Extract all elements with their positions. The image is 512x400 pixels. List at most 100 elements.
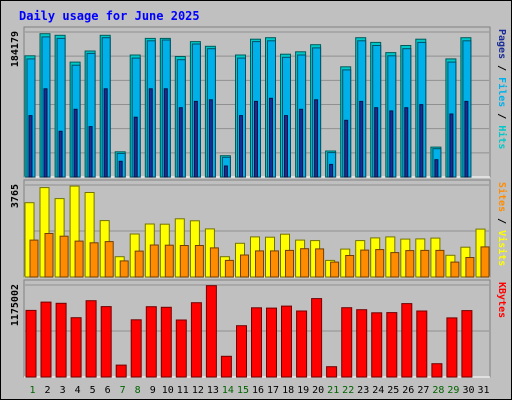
bar-pages-day-26: [404, 107, 409, 178]
bar-kbytes-day-16: [251, 307, 262, 378]
bar-kbytes-day-22: [341, 307, 353, 378]
x-tick-label-day-16: 16: [252, 385, 264, 396]
legend-entry-kbytes: KBytes: [496, 282, 507, 318]
legend-separator: /: [496, 212, 507, 230]
panel-visits: 3765 Sites / Visits: [10, 179, 508, 278]
bar-pages-day-24: [374, 107, 379, 178]
x-tick-label-day-14: 14: [222, 385, 234, 396]
panel-hits: 184179 Pages / Files / Hits: [10, 26, 508, 178]
bar-sites-day-13: [209, 247, 219, 278]
x-tick-label-day-12: 12: [192, 385, 204, 396]
bar-kbytes-day-27: [416, 310, 428, 378]
bar-kbytes-day-6: [100, 306, 112, 378]
panel-visits-max-label: 3765: [10, 184, 21, 208]
bar-pages-day-20: [314, 99, 319, 178]
bar-pages-day-23: [359, 100, 364, 178]
bar-sites-day-24: [375, 249, 385, 278]
bar-sites-day-30: [465, 257, 475, 278]
chart-panels: 184179 Pages / Files / Hits 3765 Sites / Vi…: [10, 26, 508, 378]
bar-pages-day-27: [419, 104, 424, 178]
bar-pages-day-14: [223, 165, 228, 178]
bar-kbytes-day-7: [115, 364, 127, 378]
bar-kbytes-day-19: [296, 310, 308, 378]
bar-pages-day-1: [28, 115, 33, 178]
bar-kbytes-day-13: [205, 285, 217, 378]
bar-pages-day-6: [103, 88, 108, 178]
bar-pages-day-29: [449, 113, 454, 178]
bar-sites-day-25: [390, 252, 400, 278]
bar-kbytes-day-21: [326, 366, 338, 378]
series-sites: [29, 233, 490, 278]
x-tick-label-day-18: 18: [282, 385, 294, 396]
x-tick-label-day-25: 25: [387, 385, 399, 396]
bar-kbytes-day-4: [70, 317, 82, 378]
bar-sites-day-12: [194, 245, 204, 278]
x-tick-label-day-9: 9: [150, 385, 156, 396]
bar-kbytes-day-2: [40, 301, 52, 378]
x-tick-label-day-1: 1: [29, 385, 35, 396]
bar-sites-day-4: [74, 240, 84, 278]
x-tick-label-day-13: 13: [207, 385, 219, 396]
bar-sites-day-10: [164, 244, 174, 278]
bar-sites-day-23: [360, 249, 370, 278]
bar-kbytes-day-11: [175, 319, 187, 378]
bar-sites-day-2: [44, 233, 54, 278]
bar-kbytes-day-25: [386, 312, 398, 378]
bar-sites-day-3: [59, 235, 69, 278]
bar-pages-day-12: [193, 100, 198, 178]
bar-pages-day-17: [269, 97, 273, 178]
x-tick-label-day-7: 7: [120, 385, 126, 396]
x-tick-label-day-2: 2: [44, 385, 50, 396]
bar-kbytes-day-3: [55, 302, 67, 378]
bar-kbytes-day-9: [145, 306, 157, 378]
legend-entry-hits: Hits: [496, 125, 508, 149]
x-tick-label-day-23: 23: [357, 385, 369, 396]
bar-sites-day-15: [240, 254, 249, 278]
series-kbytes: [25, 285, 473, 378]
bar-pages-day-13: [208, 99, 213, 178]
x-tick-label-day-30: 30: [462, 385, 474, 396]
bar-sites-day-26: [405, 250, 415, 278]
bar-pages-day-8: [133, 116, 138, 178]
bar-kbytes-day-29: [446, 317, 458, 378]
bar-sites-day-19: [300, 248, 310, 278]
x-tick-label-day-6: 6: [105, 385, 111, 396]
bar-pages-day-4: [73, 108, 78, 178]
x-axis-tick-labels: 1 2 3 4 5 6 7 8 9 10 11 12 13 14 15 16 17 18 19 20 21 22 23 24 2…: [29, 385, 489, 396]
bar-sites-day-8: [134, 250, 144, 278]
bar-sites-day-6: [104, 241, 114, 278]
bar-pages-day-5: [88, 126, 93, 178]
x-tick-label-day-19: 19: [297, 385, 309, 396]
x-tick-label-day-3: 3: [60, 385, 66, 396]
x-tick-label-day-28: 28: [432, 385, 444, 396]
x-tick-label-day-31: 31: [477, 385, 489, 396]
series-pages: [28, 88, 469, 178]
bar-pages-day-18: [284, 115, 288, 178]
bar-kbytes-day-8: [130, 319, 142, 378]
bar-sites-day-11: [179, 245, 189, 278]
bar-sites-day-7: [119, 260, 129, 278]
x-tick-label-day-4: 4: [75, 385, 81, 396]
bar-sites-day-21: [330, 261, 340, 278]
panel-kbytes: 1175002 KBytes: [10, 279, 507, 378]
bar-kbytes-day-26: [401, 303, 413, 378]
bar-sites-day-16: [255, 250, 264, 278]
x-tick-label-day-26: 26: [402, 385, 414, 396]
legend-separator: /: [496, 107, 507, 125]
bar-sites-day-29: [450, 261, 460, 278]
x-tick-label-day-15: 15: [237, 385, 249, 396]
x-tick-label-day-17: 17: [267, 385, 279, 396]
bar-sites-day-27: [420, 249, 430, 278]
bar-pages-day-10: [163, 88, 168, 178]
legend-entry-pages: Pages: [496, 29, 507, 59]
x-tick-label-day-8: 8: [135, 385, 141, 396]
bar-kbytes-day-24: [371, 312, 383, 378]
bar-pages-day-7: [118, 160, 123, 178]
panel-hits-max-label: 184179: [10, 31, 21, 67]
bar-sites-day-31: [480, 246, 490, 278]
bar-sites-day-28: [435, 249, 445, 278]
panel-hits-legend: Pages / Files / Hits: [496, 29, 508, 149]
bar-kbytes-day-17: [266, 307, 277, 378]
